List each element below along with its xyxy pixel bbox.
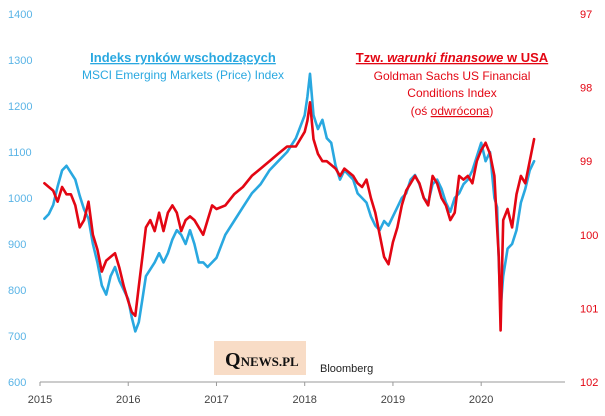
x-tick-label: 2017: [204, 394, 228, 406]
left-tick-label: 1300: [8, 55, 32, 67]
right-title-suffix: w USA: [503, 50, 548, 65]
right-subtitle-line1: Goldman Sachs US Financial: [374, 69, 531, 83]
left-tick-label: 900: [8, 239, 26, 251]
x-tick-label: 2015: [28, 394, 52, 406]
x-axis: 2015 2016 2017 2018 2019 2020: [28, 381, 565, 406]
right-tick-label: 97: [580, 9, 592, 21]
right-subtitle-line3-prefix: (oś: [411, 104, 431, 118]
gs-fci-series-line: [43, 101, 536, 332]
left-tick-label: 600: [8, 377, 26, 389]
x-tick-label: 2016: [116, 394, 140, 406]
left-tick-label: 700: [8, 331, 26, 343]
right-title-italic: warunki finansowe: [387, 50, 503, 65]
right-subtitle-line3-underlined: odwrócona: [431, 104, 490, 118]
right-tick-label: 98: [580, 83, 592, 95]
left-title: Indeks rynków wschodzących: [90, 50, 276, 65]
right-tick-label: 100: [580, 230, 598, 242]
x-tick-label: 2018: [292, 394, 316, 406]
right-title-prefix: Tzw.: [356, 50, 387, 65]
source-label: Bloomberg: [320, 363, 373, 375]
right-tick-label: 102: [580, 377, 598, 389]
right-subtitle-line2: Conditions Index: [407, 86, 496, 100]
right-title: Tzw. warunki finansowe w USA: [356, 50, 549, 65]
left-subtitle: MSCI Emerging Markets (Price) Index: [82, 68, 284, 82]
x-tick-label: 2019: [381, 394, 405, 406]
right-subtitle-line3: (oś odwrócona): [411, 104, 494, 118]
left-tick-label: 1000: [8, 193, 32, 205]
left-tick-label: 800: [8, 285, 26, 297]
right-subtitle-line3-suffix: ): [489, 104, 493, 118]
qnews-logo: QNEWS.PL: [214, 341, 306, 375]
right-tick-label: 101: [580, 303, 598, 315]
left-tick-label: 1200: [8, 101, 32, 113]
msci-em-series-line: [43, 72, 536, 333]
left-tick-label: 1100: [8, 147, 32, 159]
logo-text: QNEWS.PL: [225, 349, 299, 371]
logo-rest: NEWS.PL: [241, 354, 299, 369]
x-tick-label: 2020: [469, 394, 493, 406]
right-axis-ticks: 97 98 99 100 101 102: [580, 9, 598, 389]
logo-initial: Q: [225, 349, 241, 371]
left-axis-ticks: 600 700 800 900 1000 1100 1200 1300 1400: [8, 9, 32, 389]
right-tick-label: 99: [580, 156, 592, 168]
left-tick-label: 1400: [8, 9, 32, 21]
logo-background: [214, 341, 306, 375]
series-layer: [43, 72, 536, 333]
